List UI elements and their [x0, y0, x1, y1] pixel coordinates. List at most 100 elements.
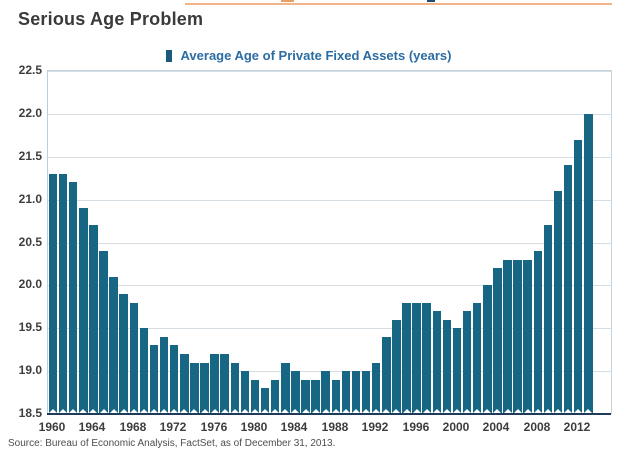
- axis-break-notch: [300, 409, 311, 414]
- axis-break-notch: [391, 409, 402, 414]
- bar-1976: [210, 354, 219, 414]
- bar-2012: [573, 140, 583, 414]
- x-tick-label-2004: 2004: [482, 420, 510, 434]
- source-note: Source: Bureau of Economic Analysis, Fac…: [8, 438, 336, 449]
- axis-break-notch: [462, 409, 473, 414]
- x-tick-label-1964: 1964: [78, 420, 106, 434]
- bar-2011: [563, 165, 573, 414]
- bar-2002: [472, 303, 482, 414]
- x-tick-label-1972: 1972: [159, 420, 187, 434]
- x-tick-label-1976: 1976: [200, 420, 228, 434]
- chart-title: Serious Age Problem: [18, 9, 204, 29]
- bar-1970: [149, 345, 159, 414]
- axis-break-notch: [401, 409, 412, 414]
- axis-break-notch: [159, 409, 170, 414]
- gridline-19.5: [48, 328, 611, 329]
- bar-2003: [483, 285, 492, 414]
- axis-break-notch: [532, 409, 543, 414]
- bar-1988: [331, 380, 341, 414]
- bar-1969: [139, 328, 149, 414]
- bar-1971: [159, 337, 169, 414]
- bar-1972: [169, 345, 179, 414]
- axis-break-notch: [239, 409, 250, 414]
- bar-2004: [493, 268, 502, 414]
- axis-break-notch: [492, 409, 503, 414]
- axis-break-notch: [452, 409, 462, 414]
- y-tick-label-20.5: 20.5: [18, 235, 42, 249]
- bar-1975: [200, 363, 209, 414]
- bar-1996: [412, 303, 421, 414]
- axis-break-notch: [563, 409, 574, 414]
- axis-break-notch: [431, 409, 442, 414]
- bar-1961: [58, 174, 68, 414]
- gridline-22.0: [48, 114, 611, 115]
- axis-break-notch: [78, 409, 89, 414]
- axis-break-notch: [48, 409, 58, 414]
- bar-1997: [422, 303, 431, 414]
- axis-break-notch: [68, 409, 79, 414]
- axis-break-notch: [229, 409, 240, 414]
- bar-1963: [79, 208, 88, 414]
- bar-1965: [99, 251, 108, 414]
- bar-1962: [68, 182, 78, 414]
- gridline-22.5: [48, 71, 611, 72]
- axis-break-notch: [149, 409, 159, 414]
- axis-break-notch: [522, 409, 533, 414]
- axis-break-notch: [482, 409, 493, 414]
- gridline-21.5: [48, 157, 611, 158]
- axis-break-notch: [330, 409, 341, 414]
- axis-break-notch: [250, 409, 260, 414]
- bar-1977: [220, 354, 229, 414]
- axis-break-notch: [502, 409, 513, 414]
- axis-break-notch: [371, 409, 382, 414]
- cropped-header-blue-fragment: [427, 0, 435, 2]
- bar-2000: [452, 328, 462, 414]
- x-tick-label-2012: 2012: [563, 420, 591, 434]
- bar-1974: [190, 363, 199, 414]
- y-tick-label-22.5: 22.5: [18, 63, 42, 77]
- axis-break-notch: [512, 409, 523, 414]
- bar-2010: [553, 191, 563, 414]
- y-tick-label-18.5: 18.5: [18, 406, 42, 420]
- bar-1978: [230, 363, 240, 414]
- bar-2006: [513, 260, 522, 414]
- bar-1994: [392, 320, 401, 414]
- axis-break-notch: [88, 409, 99, 414]
- axis-break-notch: [411, 409, 422, 414]
- bar-1973: [180, 354, 189, 414]
- gridline-21.0: [48, 200, 611, 201]
- axis-break-notch: [583, 409, 594, 414]
- bar-1984: [291, 371, 300, 414]
- x-tick-label-1960: 1960: [38, 420, 66, 434]
- bar-2009: [543, 225, 553, 414]
- gridline-20.5: [48, 243, 611, 244]
- y-tick-label-19.0: 19.0: [18, 363, 42, 377]
- bar-1979: [240, 371, 250, 414]
- bar-1998: [432, 311, 442, 414]
- axis-break-notch: [98, 409, 109, 414]
- axis-break-notch: [270, 409, 281, 414]
- x-tick-label-1984: 1984: [280, 420, 308, 434]
- axis-break-notch: [169, 409, 180, 414]
- y-tick-label-20.0: 20.0: [18, 277, 42, 291]
- bar-1966: [109, 277, 118, 414]
- bar-1981: [260, 388, 270, 414]
- axis-break-notch: [421, 409, 432, 414]
- bar-1991: [361, 371, 371, 414]
- legend-marker-icon: [165, 49, 172, 62]
- chart-legend: Average Age of Private Fixed Assets (yea…: [0, 48, 617, 63]
- y-tick-label-21.0: 21.0: [18, 192, 42, 206]
- legend-label: Average Age of Private Fixed Assets (yea…: [180, 48, 452, 63]
- axis-break-notch: [108, 409, 119, 414]
- axis-break-notch: [290, 409, 301, 414]
- bar-1985: [301, 380, 310, 414]
- axis-break-notch: [553, 409, 563, 414]
- axis-break-notch: [179, 409, 190, 414]
- axis-break-notch: [361, 409, 372, 414]
- bar-1993: [382, 337, 391, 414]
- gridline-20.0: [48, 285, 611, 286]
- x-tick-label-1996: 1996: [402, 420, 430, 434]
- bar-2008: [533, 251, 543, 414]
- bar-1989: [341, 371, 351, 414]
- bar-chart-plot-area: [47, 70, 612, 414]
